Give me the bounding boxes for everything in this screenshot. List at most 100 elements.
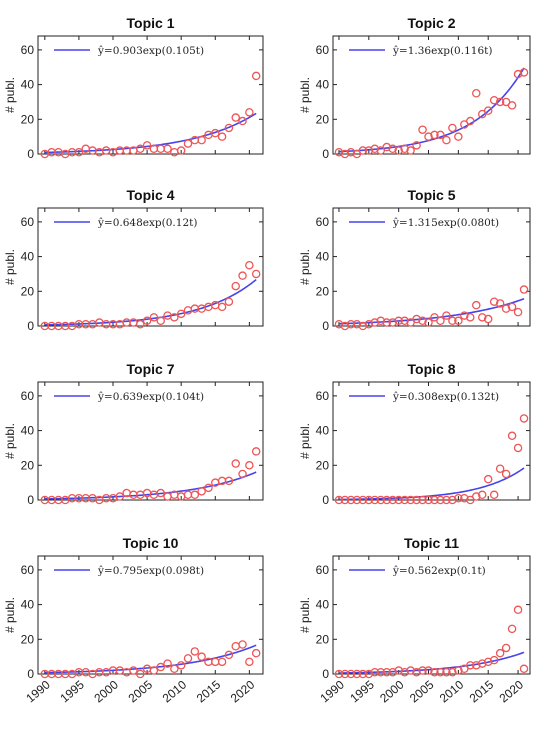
data-point <box>217 657 227 667</box>
panel-4: Topic 5 # publ. 0 20 40 60 ŷ=1.315exp(0.080t) <box>298 187 531 333</box>
panel-title: Topic 11 <box>404 535 459 551</box>
data-point <box>364 495 374 505</box>
data-point <box>472 300 481 310</box>
data-point <box>183 306 193 315</box>
data-point <box>430 130 439 140</box>
data-point <box>466 116 475 126</box>
data-point <box>406 146 415 155</box>
data-point <box>136 144 145 154</box>
x-tick-label: 2000 <box>377 677 407 705</box>
y-tick-label: 40 <box>316 598 330 612</box>
y-tick-label: 0 <box>322 493 329 507</box>
legend-label: ŷ=0.639exp(0.104t) <box>97 390 204 403</box>
data-point <box>388 495 397 505</box>
data-point <box>136 669 145 679</box>
data-point <box>142 141 152 150</box>
y-tick-label: 60 <box>21 563 35 577</box>
data-point <box>406 495 415 505</box>
data-point <box>376 495 386 505</box>
data-point <box>448 495 457 505</box>
data-point <box>418 495 427 505</box>
panel-title: Topic 5 <box>408 187 456 203</box>
x-tick-label: 2005 <box>126 677 156 705</box>
data-point <box>231 281 240 291</box>
data-point <box>430 668 439 677</box>
data-point <box>388 668 397 677</box>
data-point <box>156 316 165 326</box>
data-point <box>251 71 261 81</box>
data-point <box>382 318 391 327</box>
data-point <box>170 148 179 157</box>
data-point <box>101 668 111 677</box>
data-point <box>400 144 409 154</box>
data-point <box>436 668 445 677</box>
panel-6: Topic 8 # publ. 0 20 40 60 ŷ=0.308exp(0.132t) <box>298 361 531 507</box>
data-point <box>251 269 261 279</box>
data-point <box>370 318 380 327</box>
data-point <box>163 492 172 501</box>
data-point <box>156 662 165 672</box>
data-point <box>454 666 463 675</box>
data-point <box>170 664 179 674</box>
data-point <box>238 469 247 479</box>
data-point <box>477 490 487 500</box>
y-tick-label: 20 <box>316 458 330 472</box>
y-tick-label: 60 <box>316 215 330 229</box>
data-point <box>436 316 445 326</box>
y-axis-label: # publ. <box>298 249 312 285</box>
data-point <box>472 661 481 670</box>
axes-frame <box>332 207 531 327</box>
y-tick-label: 20 <box>21 112 35 126</box>
panel-title: Topic 10 <box>123 535 179 551</box>
data-point <box>183 139 193 148</box>
data-point <box>197 135 206 145</box>
data-point <box>501 643 511 653</box>
data-point <box>495 648 505 658</box>
panel-1: Topic 1 # publ. 0 20 40 60 ŷ=0.903exp(0.105t) <box>3 15 264 161</box>
data-point <box>340 495 350 505</box>
data-point <box>424 495 433 505</box>
data-point <box>170 313 179 322</box>
data-point <box>364 146 374 155</box>
data-point <box>519 664 529 674</box>
legend-label: ŷ=0.903exp(0.105t) <box>97 44 204 57</box>
data-point <box>424 132 433 141</box>
data-point <box>483 657 493 667</box>
x-tick-label: 1990 <box>23 677 53 705</box>
data-point <box>382 668 391 677</box>
data-point <box>358 669 368 679</box>
axes-frame <box>37 555 264 675</box>
y-tick-label: 40 <box>316 250 330 264</box>
data-point <box>197 652 206 661</box>
fit-curve <box>338 467 525 501</box>
y-tick-label: 40 <box>21 78 35 92</box>
data-point <box>501 469 511 479</box>
data-point <box>454 132 463 141</box>
data-point <box>412 141 421 150</box>
data-point <box>204 483 213 493</box>
x-tick-label: 1995 <box>57 677 87 705</box>
panel-title: Topic 7 <box>127 361 175 377</box>
x-tick-label: 2010 <box>437 677 467 705</box>
data-point <box>217 132 227 141</box>
data-point <box>489 297 499 306</box>
data-point <box>442 668 451 677</box>
y-tick-label: 40 <box>316 78 330 92</box>
data-point <box>483 314 493 324</box>
y-tick-label: 0 <box>322 147 329 161</box>
y-tick-label: 0 <box>27 667 34 681</box>
x-tick-label: 2020 <box>228 677 258 705</box>
data-point <box>190 647 200 656</box>
data-point <box>183 490 193 500</box>
y-axis-label: # publ. <box>298 423 312 459</box>
data-point <box>245 461 254 470</box>
data-point <box>418 666 427 675</box>
y-tick-label: 20 <box>21 284 35 298</box>
axes-frame <box>37 207 264 327</box>
axes-frame <box>332 35 531 155</box>
data-point <box>442 311 451 320</box>
data-point <box>376 316 386 326</box>
data-point <box>142 316 152 326</box>
data-point <box>382 142 391 152</box>
